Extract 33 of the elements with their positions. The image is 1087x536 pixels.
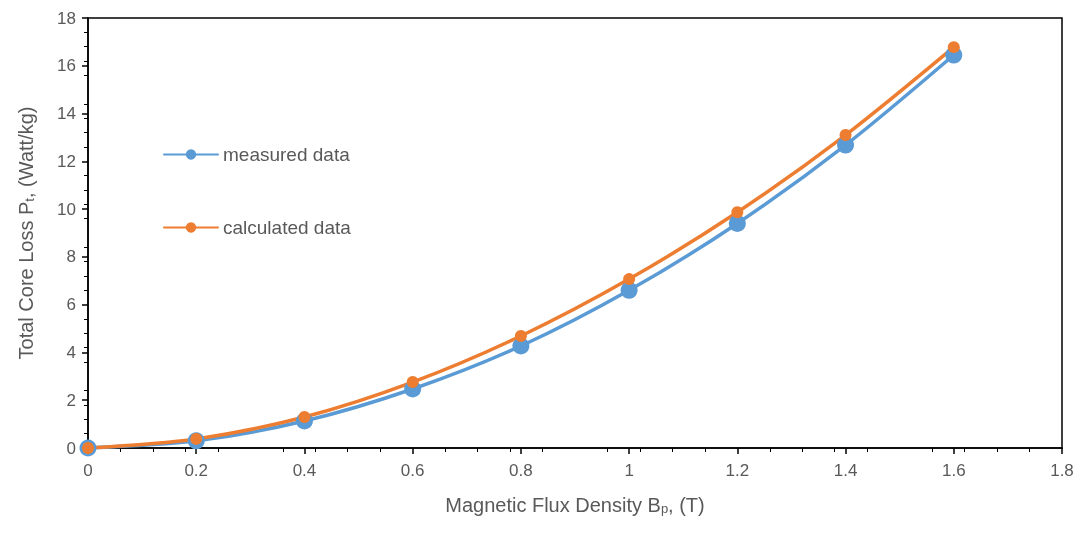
point: [623, 273, 636, 286]
y-tick-label: 14: [57, 104, 76, 124]
x-tick-label: 0.4: [292, 461, 317, 480]
y-tick-label: 2: [66, 390, 76, 410]
x-tick-label: 0.6: [400, 461, 425, 480]
x-tick-label: 0.8: [509, 461, 533, 480]
y-tick-label: 4: [66, 342, 76, 362]
y-tick-label: 10: [57, 199, 76, 219]
x-axis-title: Magnetic Flux Density Bp, (T): [445, 493, 705, 516]
y-tick-label: 0: [66, 438, 76, 458]
x-tick-label: 0.2: [184, 461, 209, 480]
point: [839, 129, 852, 142]
point: [298, 410, 311, 423]
point: [947, 41, 960, 54]
point: [731, 206, 744, 219]
x-tick-label: 1.8: [1050, 461, 1074, 480]
y-tick-label: 16: [57, 56, 76, 76]
x-tick-label: 1: [624, 461, 634, 480]
point: [406, 376, 419, 389]
y-tick-label: 12: [57, 151, 76, 171]
x-tick-label: 1.2: [725, 461, 750, 480]
y-tick-label: 18: [57, 8, 76, 28]
legend-label: calculated data: [223, 217, 352, 238]
y-tick-label: 8: [66, 247, 76, 267]
point: [620, 281, 638, 299]
legend-label: measured data: [223, 144, 351, 165]
y-axis-title: Total Core Loss Pt, (Watt/kg): [14, 106, 37, 360]
x-tick-label: 1.4: [833, 461, 858, 480]
x-tick-label: 0: [83, 461, 93, 480]
y-tick-label: 6: [66, 295, 76, 315]
point: [514, 329, 527, 342]
x-tick-label: 1.6: [941, 461, 966, 480]
point: [728, 214, 746, 232]
